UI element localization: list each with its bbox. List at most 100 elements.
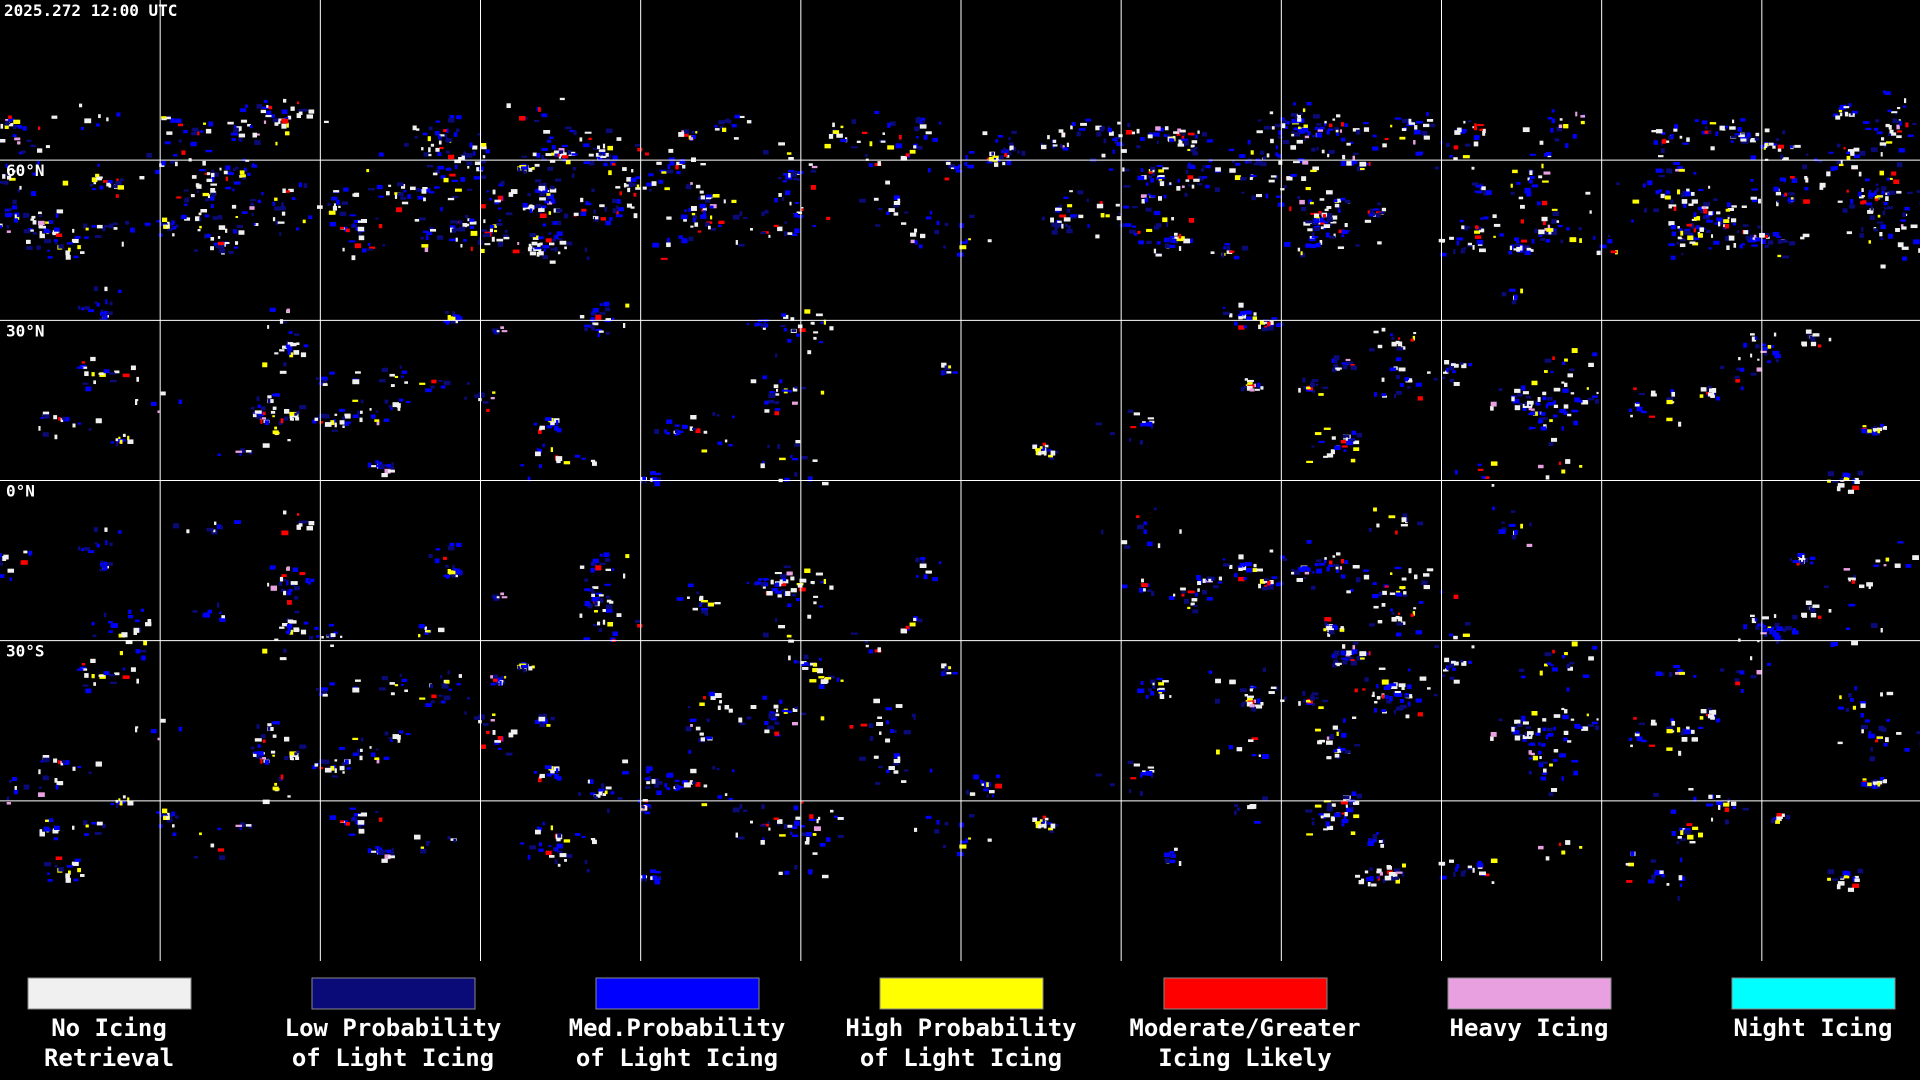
icing-pixel xyxy=(1876,221,1884,224)
icing-pixel xyxy=(445,575,450,579)
icing-pixel xyxy=(1902,256,1907,261)
icing-pixel xyxy=(1275,152,1279,157)
icing-pixel xyxy=(334,422,337,428)
icing-pixel xyxy=(1545,856,1550,861)
icing-pixel xyxy=(110,441,115,444)
icing-pixel xyxy=(1661,169,1665,173)
icing-pixel xyxy=(555,456,563,462)
icing-pixel xyxy=(1381,207,1387,212)
icing-pixel xyxy=(407,194,411,199)
icing-pixel xyxy=(790,455,793,459)
icing-pixel xyxy=(1680,230,1684,236)
icing-pixel xyxy=(100,312,105,317)
icing-pixel xyxy=(269,307,276,312)
icing-pixel xyxy=(352,687,360,693)
icing-pixel xyxy=(249,124,253,129)
icing-pixel xyxy=(103,671,110,676)
icing-pixel xyxy=(1396,622,1404,626)
icing-pixel xyxy=(1305,187,1311,191)
icing-pixel xyxy=(1896,162,1903,168)
icing-pixel xyxy=(1246,385,1253,391)
icing-pixel xyxy=(251,406,255,410)
icing-pixel xyxy=(905,153,910,157)
icing-pixel xyxy=(1122,167,1125,172)
icing-pixel xyxy=(198,212,202,216)
icing-pixel xyxy=(1350,458,1356,463)
icing-pixel xyxy=(1491,484,1495,487)
icing-pixel xyxy=(434,186,440,189)
icing-pixel xyxy=(1535,732,1541,736)
icing-pixel xyxy=(345,228,350,233)
icing-pixel xyxy=(1335,662,1342,665)
icing-pixel xyxy=(1260,161,1267,167)
icing-pixel xyxy=(3,180,9,185)
icing-pixel xyxy=(299,405,307,410)
icing-pixel xyxy=(959,245,967,250)
icing-pixel xyxy=(1599,244,1607,249)
icing-pixel xyxy=(278,120,281,124)
icing-pixel xyxy=(801,832,808,837)
icing-pixel xyxy=(343,187,349,192)
icing-pixel xyxy=(439,146,444,150)
icing-pixel xyxy=(1691,226,1695,229)
icing-pixel xyxy=(293,627,300,633)
icing-pixel xyxy=(529,204,533,209)
icing-pixel xyxy=(992,159,998,162)
icing-pixel xyxy=(1475,235,1482,239)
icing-pixel xyxy=(1562,714,1569,720)
icing-pixel xyxy=(257,751,264,757)
icing-pixel xyxy=(1221,252,1225,258)
icing-pixel xyxy=(1397,341,1403,347)
icing-pixel xyxy=(428,126,433,131)
icing-pixel xyxy=(446,138,451,143)
icing-pixel xyxy=(1574,723,1581,729)
icing-pixel xyxy=(1325,232,1330,238)
icing-pixel xyxy=(296,410,300,414)
icing-pixel xyxy=(800,386,807,390)
icing-pixel xyxy=(1580,120,1585,125)
icing-pixel xyxy=(1592,721,1598,725)
icing-pixel xyxy=(684,129,689,134)
icing-pixel xyxy=(1076,131,1081,137)
icing-pixel xyxy=(1512,169,1518,174)
icing-pixel xyxy=(1560,239,1564,244)
icing-pixel xyxy=(81,668,88,671)
icing-pixel xyxy=(1778,239,1786,243)
icing-pixel xyxy=(1896,130,1902,133)
icing-pixel xyxy=(836,133,843,138)
icing-pixel xyxy=(262,443,270,448)
icing-pixel xyxy=(95,418,102,424)
icing-pixel xyxy=(494,332,500,335)
icing-pixel xyxy=(1632,199,1640,204)
icing-pixel xyxy=(1123,185,1131,188)
icing-pixel xyxy=(1510,244,1515,250)
icing-pixel xyxy=(593,209,597,214)
icing-pixel xyxy=(1516,240,1520,244)
icing-pixel xyxy=(1579,238,1582,243)
icing-pixel xyxy=(718,220,725,225)
icing-pixel xyxy=(322,379,327,384)
icing-pixel xyxy=(1514,294,1518,300)
icing-pixel xyxy=(106,562,113,566)
icing-pixel xyxy=(2,174,6,179)
icing-pixel xyxy=(1343,816,1347,820)
icing-pixel xyxy=(644,878,647,882)
icing-pixel xyxy=(1404,693,1410,698)
icing-pixel xyxy=(1311,445,1315,448)
icing-pixel xyxy=(1275,175,1279,179)
icing-pixel xyxy=(1594,725,1599,731)
icing-pixel xyxy=(170,118,175,123)
icing-pixel xyxy=(1727,216,1730,219)
icing-pixel xyxy=(1147,417,1155,420)
icing-pixel xyxy=(289,620,297,624)
icing-pixel xyxy=(1418,151,1424,155)
icing-pixel xyxy=(688,236,694,242)
icing-pixel xyxy=(284,409,290,414)
icing-pixel xyxy=(1356,432,1363,438)
icing-pixel xyxy=(303,344,309,348)
icing-pixel xyxy=(235,166,239,170)
icing-pixel xyxy=(954,166,960,170)
icing-pixel xyxy=(1731,205,1737,208)
icing-pixel xyxy=(287,600,292,605)
icing-pixel xyxy=(1142,770,1146,773)
